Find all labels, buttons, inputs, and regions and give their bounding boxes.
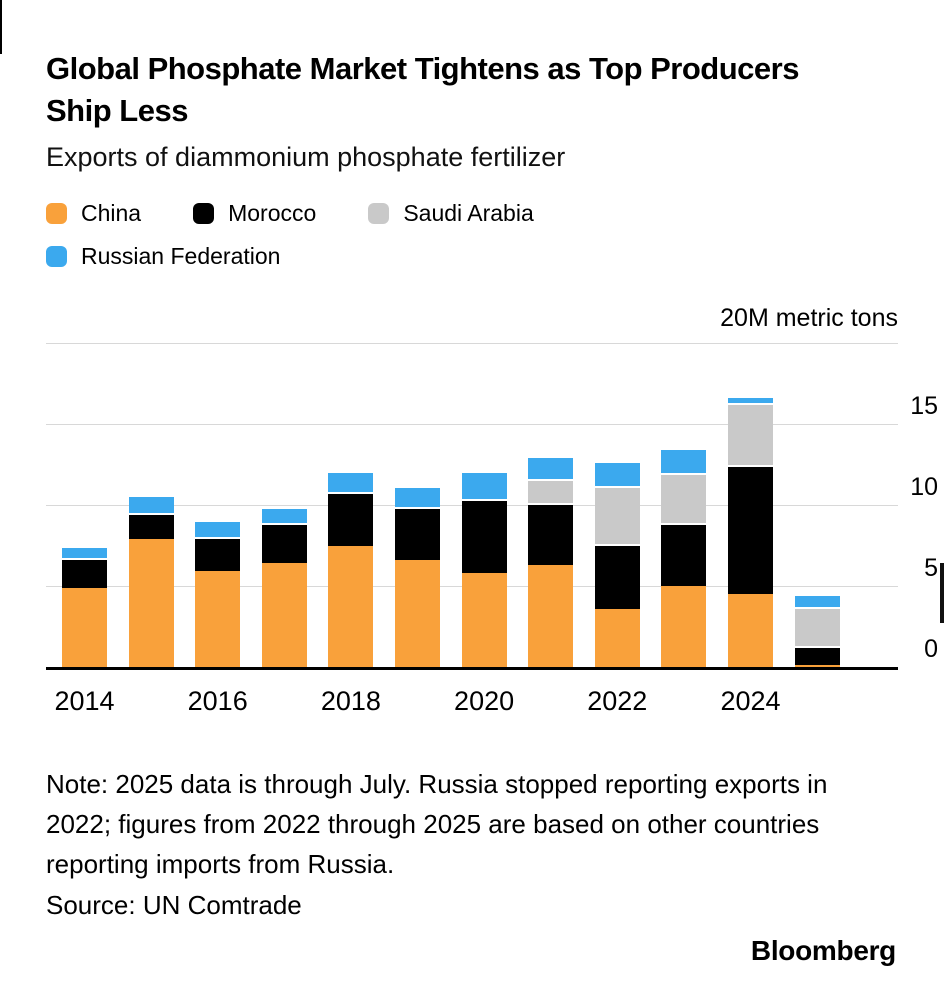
bar-segment-china-2015 <box>128 539 174 667</box>
bar-segment-russian-federation-2017 <box>261 506 307 523</box>
x-tick-2016: 2016 <box>187 686 248 716</box>
x-axis: 2014 2016 2018 2020 2022 2024 <box>46 670 898 726</box>
chart: 20M metric tons 15 10 5 0 2014 2016 2018 2020 2… <box>46 304 938 726</box>
bloomberg-logo: Bloomberg <box>750 935 896 966</box>
legend-swatch-morocco <box>193 203 215 224</box>
bar-segment-russian-federation-2016 <box>195 519 241 538</box>
x-tick-2022: 2022 <box>587 686 648 716</box>
bar-segment-china-2024 <box>728 594 773 667</box>
legend-swatch-saudi-arabia <box>368 203 390 224</box>
bar-segment-saudi-arabia-2022 <box>594 485 640 544</box>
bar-segment-china-2019 <box>395 560 440 667</box>
bar-segment-morocco-2020 <box>461 498 507 574</box>
bar-segment-saudi-arabia-2023 <box>661 472 707 523</box>
chart-card: Global Phosphate Market Tightens as Top … <box>0 0 944 270</box>
bar-segment-russian-federation-2019 <box>395 485 440 507</box>
bar-2019 <box>395 343 440 667</box>
y-tick-10: 10 <box>910 473 938 501</box>
bar-segment-russian-federation-2022 <box>594 461 640 486</box>
bar-segment-morocco-2023 <box>661 522 707 586</box>
legend: China Morocco Saudi Arabia Russian Federati… <box>46 200 686 270</box>
gridline-15 <box>46 424 898 425</box>
plot-area: 15 10 5 0 <box>46 343 938 667</box>
bar-segment-china-2025 <box>794 665 840 667</box>
bar-segment-morocco-2019 <box>395 506 440 561</box>
bar-segment-morocco-2018 <box>328 492 374 546</box>
bar-segment-china-2021 <box>528 564 574 667</box>
page-title: Global Phosphate Market Tightens as Top … <box>46 51 799 128</box>
y-tick-15: 15 <box>910 392 938 420</box>
bar-2015 <box>128 343 174 667</box>
screen-edge-artifact <box>0 0 2 54</box>
x-tick-2024: 2024 <box>720 686 781 716</box>
bar-segment-russian-federation-2020 <box>461 471 507 499</box>
x-tick-2020: 2020 <box>454 686 515 716</box>
bar-segment-saudi-arabia-2024 <box>728 402 773 465</box>
bar-segment-morocco-2016 <box>195 537 241 572</box>
bar-segment-saudi-arabia-2025 <box>794 607 840 646</box>
bar-segment-morocco-2024 <box>728 464 773 595</box>
bar-segment-china-2022 <box>594 608 640 667</box>
bar-segment-morocco-2025 <box>794 645 840 666</box>
bar-2023 <box>661 343 707 667</box>
y-axis-unit-label: 20M metric tons <box>720 304 898 332</box>
bar-2025 <box>794 343 840 667</box>
bar-2022 <box>594 343 640 667</box>
bar-2021 <box>528 343 574 667</box>
legend-label: Saudi Arabia <box>403 200 534 226</box>
bar-2020 <box>461 343 507 667</box>
bar-segment-china-2014 <box>62 587 107 667</box>
x-tick-2014: 2014 <box>54 686 115 716</box>
bar-segment-russian-federation-2014 <box>62 545 107 559</box>
bar-segment-saudi-arabia-2021 <box>528 479 574 504</box>
legend-item-saudi-arabia: Saudi Arabia <box>368 200 534 227</box>
legend-swatch-russian-federation <box>46 246 67 267</box>
bar-segment-china-2020 <box>461 573 507 667</box>
bar-segment-russian-federation-2021 <box>528 456 574 480</box>
bar-2024 <box>728 343 773 667</box>
bar-segment-china-2018 <box>328 545 374 667</box>
y-tick-5: 5 <box>924 554 938 582</box>
bar-segment-morocco-2021 <box>528 503 574 565</box>
chart-subtitle: Exports of diammonium phosphate fertiliz… <box>46 142 566 172</box>
bar-segment-russian-federation-2015 <box>128 495 174 514</box>
bar-segment-russian-federation-2024 <box>728 396 773 403</box>
legend-item-russian-federation: Russian Federation <box>46 243 280 270</box>
legend-swatch-china <box>46 203 67 224</box>
legend-item-morocco: Morocco <box>193 200 316 227</box>
bar-segment-morocco-2014 <box>62 558 107 588</box>
chart-note: Note: 2025 data is through July. Russia … <box>46 769 828 879</box>
bar-segment-china-2017 <box>261 563 307 667</box>
bar-segment-morocco-2015 <box>128 513 174 540</box>
legend-label: Morocco <box>228 200 317 226</box>
bar-2018 <box>328 343 374 667</box>
chart-source: Source: UN Comtrade <box>46 890 302 920</box>
chart-footer: Note: 2025 data is through July. Russia … <box>0 726 944 967</box>
legend-label: Russian Federation <box>81 243 281 269</box>
bar-2017 <box>261 343 307 667</box>
bar-segment-russian-federation-2018 <box>328 471 374 493</box>
legend-item-china: China <box>46 200 141 227</box>
scrollbar-thumb[interactable] <box>940 563 944 623</box>
x-axis-line <box>46 667 898 670</box>
x-tick-2018: 2018 <box>320 686 381 716</box>
bar-segment-morocco-2017 <box>261 522 307 564</box>
bar-segment-russian-federation-2025 <box>794 594 840 608</box>
bar-segment-russian-federation-2023 <box>661 448 707 473</box>
bar-segment-morocco-2022 <box>594 543 640 609</box>
bar-2016 <box>195 343 241 667</box>
bar-2014 <box>62 343 107 667</box>
y-tick-0: 0 <box>924 635 938 663</box>
gridline-20 <box>46 343 898 344</box>
legend-label: China <box>81 200 142 226</box>
bar-segment-china-2016 <box>195 571 241 667</box>
bar-segment-china-2023 <box>661 586 707 667</box>
